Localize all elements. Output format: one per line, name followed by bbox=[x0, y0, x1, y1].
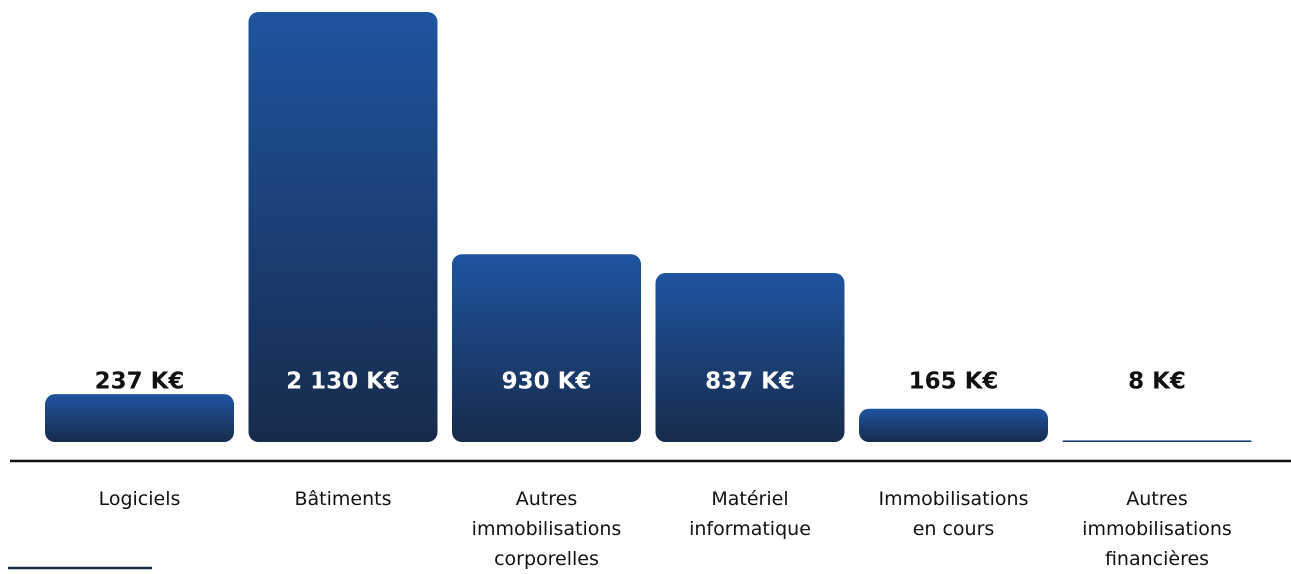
category-label: Matériel informatique bbox=[689, 488, 811, 540]
bar bbox=[1062, 440, 1252, 442]
category-label: Immobilisations en cours bbox=[878, 488, 1029, 540]
category-label: Bâtiments bbox=[294, 488, 392, 510]
category-label: Autres immobilisations financières bbox=[1082, 488, 1232, 570]
bar bbox=[452, 254, 641, 442]
bar bbox=[248, 12, 438, 442]
category-label: Logiciels bbox=[98, 488, 181, 510]
value-label: 2 130 K€ bbox=[286, 369, 400, 395]
value-label: 237 K€ bbox=[95, 369, 185, 395]
bar bbox=[859, 408, 1048, 442]
value-label: 837 K€ bbox=[705, 369, 795, 395]
value-label: 930 K€ bbox=[502, 369, 592, 395]
value-label: 8 K€ bbox=[1128, 369, 1186, 395]
bar bbox=[45, 394, 234, 442]
category-label: Autres immobilisations corporelles bbox=[471, 488, 622, 570]
value-label: 165 K€ bbox=[909, 369, 999, 395]
bar bbox=[655, 273, 845, 442]
